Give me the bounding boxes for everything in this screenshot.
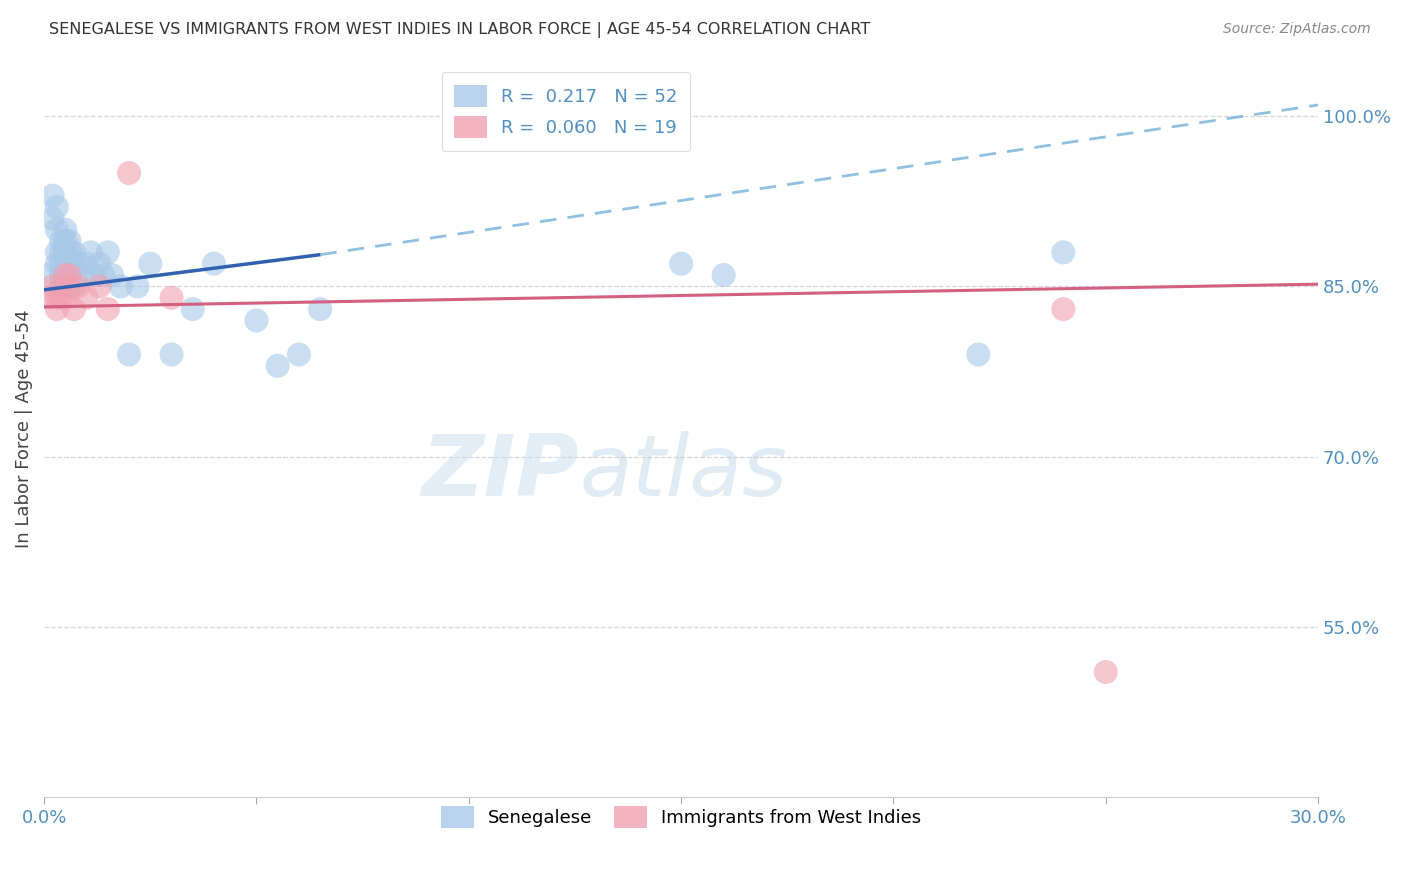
- Point: [49, 279, 72, 293]
- Point: [84, 268, 107, 282]
- Point: [1052, 302, 1074, 317]
- Point: [53, 257, 76, 271]
- Point: [45, 223, 67, 237]
- Point: [101, 268, 124, 282]
- Point: [53, 223, 76, 237]
- Point: [160, 291, 183, 305]
- Point: [63, 302, 86, 317]
- Point: [58, 234, 80, 248]
- Point: [49, 257, 72, 271]
- Point: [89, 279, 111, 293]
- Text: ZIP: ZIP: [422, 431, 579, 514]
- Point: [127, 279, 149, 293]
- Point: [58, 279, 80, 293]
- Point: [309, 302, 332, 317]
- Point: [45, 245, 67, 260]
- Point: [288, 347, 311, 361]
- Point: [89, 257, 111, 271]
- Point: [53, 279, 76, 293]
- Point: [49, 268, 72, 282]
- Point: [45, 200, 67, 214]
- Point: [97, 302, 120, 317]
- Point: [45, 291, 67, 305]
- Point: [63, 245, 86, 260]
- Point: [245, 313, 267, 327]
- Point: [110, 279, 132, 293]
- Point: [53, 268, 76, 282]
- Point: [97, 245, 120, 260]
- Point: [118, 347, 141, 361]
- Point: [266, 359, 288, 373]
- Point: [58, 279, 80, 293]
- Point: [49, 234, 72, 248]
- Point: [967, 347, 990, 361]
- Point: [1094, 665, 1116, 679]
- Point: [58, 257, 80, 271]
- Text: SENEGALESE VS IMMIGRANTS FROM WEST INDIES IN LABOR FORCE | AGE 45-54 CORRELATION: SENEGALESE VS IMMIGRANTS FROM WEST INDIE…: [49, 22, 870, 38]
- Point: [41, 211, 63, 226]
- Point: [202, 257, 225, 271]
- Point: [58, 268, 80, 282]
- Point: [53, 257, 76, 271]
- Point: [58, 268, 80, 282]
- Point: [37, 268, 59, 282]
- Point: [45, 257, 67, 271]
- Point: [49, 291, 72, 305]
- Point: [160, 347, 183, 361]
- Point: [669, 257, 692, 271]
- Point: [80, 245, 103, 260]
- Point: [713, 268, 735, 282]
- Point: [63, 279, 86, 293]
- Point: [49, 245, 72, 260]
- Point: [67, 279, 90, 293]
- Point: [53, 291, 76, 305]
- Point: [49, 268, 72, 282]
- Point: [37, 291, 59, 305]
- Point: [72, 268, 94, 282]
- Point: [76, 257, 98, 271]
- Point: [181, 302, 204, 317]
- Point: [53, 245, 76, 260]
- Text: atlas: atlas: [579, 431, 787, 514]
- Point: [139, 257, 162, 271]
- Point: [49, 279, 72, 293]
- Point: [67, 257, 90, 271]
- Point: [76, 291, 98, 305]
- Point: [41, 279, 63, 293]
- Point: [53, 234, 76, 248]
- Point: [63, 257, 86, 271]
- Legend: Senegalese, Immigrants from West Indies: Senegalese, Immigrants from West Indies: [434, 799, 928, 836]
- Point: [1052, 245, 1074, 260]
- Point: [93, 268, 115, 282]
- Point: [118, 166, 141, 180]
- Point: [58, 245, 80, 260]
- Y-axis label: In Labor Force | Age 45-54: In Labor Force | Age 45-54: [15, 309, 32, 548]
- Point: [45, 302, 67, 317]
- Point: [53, 268, 76, 282]
- Point: [41, 188, 63, 202]
- Text: Source: ZipAtlas.com: Source: ZipAtlas.com: [1223, 22, 1371, 37]
